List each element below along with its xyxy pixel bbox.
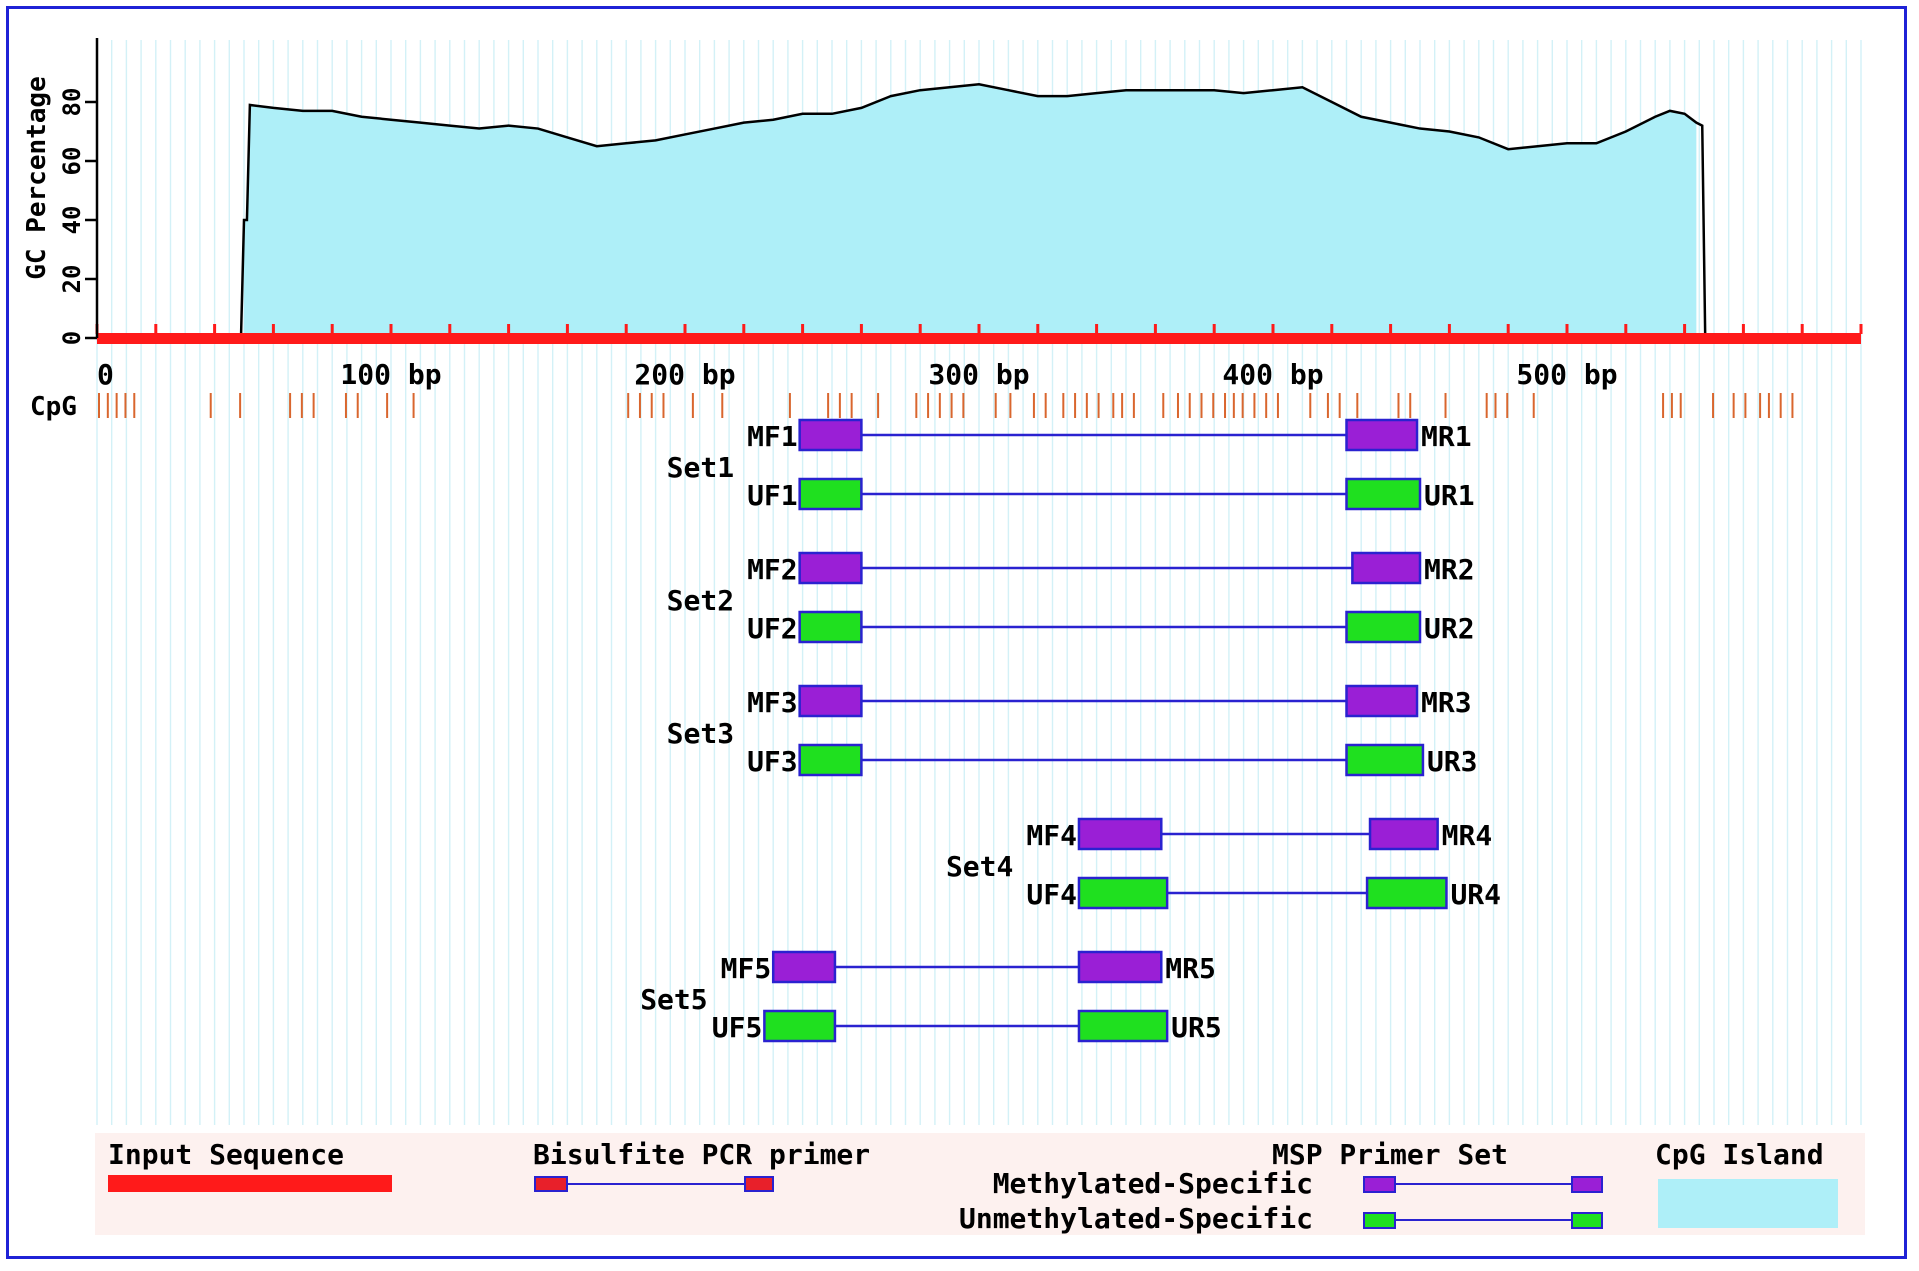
figure-frame: [6, 6, 1907, 1259]
y-tick-label: 0: [58, 331, 86, 345]
primer-sets: MF1 MR1 UF1 UR1 Set1 MF2 MR2 UF2 UR2 Set2 MF3 MR3 UF…: [640, 418, 1501, 1044]
cpg-island-area: [244, 84, 1697, 338]
reverse-primer-label: MR4: [1442, 819, 1493, 852]
y-tick-label: 60: [58, 147, 86, 176]
y-tick-label: 80: [58, 88, 86, 117]
reverse-primer-label: UR1: [1424, 479, 1475, 512]
cpg-track-label: CpG: [30, 392, 77, 422]
primer-set-label: Set5: [640, 983, 707, 1016]
y-tick-label: 40: [58, 206, 86, 235]
gc-percentage-line: [97, 83, 1861, 337]
gc-percentage-plot: [95, 83, 1863, 344]
legend-unmethylated-fwd-swatch: [1363, 1212, 1396, 1229]
x-tick-label: 300 bp: [928, 358, 1029, 391]
reverse-primer-box: [1077, 950, 1163, 984]
x-tick-label: 500 bp: [1516, 358, 1617, 391]
legend-bisulfite-rev-swatch: [744, 1176, 774, 1192]
reverse-primer-box: [1365, 876, 1448, 910]
reverse-primer-label: UR2: [1424, 612, 1475, 645]
forward-primer-label: UF2: [747, 612, 798, 645]
legend-bisulfite-fwd-swatch: [534, 1176, 568, 1192]
forward-primer-label: MF1: [747, 420, 798, 453]
reverse-primer-label: MR5: [1165, 952, 1216, 985]
forward-primer-label: UF3: [747, 745, 798, 778]
x-tick-label: 100 bp: [340, 358, 441, 391]
reverse-primer-box: [1345, 684, 1419, 718]
forward-primer-box: [763, 1009, 837, 1043]
x-tick-label: 0: [97, 358, 114, 391]
input-sequence-bar: [97, 333, 1861, 344]
axes: GC Percentage CpG 0 20 40 60 80 0 100 bp 200 bp…: [22, 38, 1618, 422]
legend-cpg-island-label: CpG Island: [1655, 1138, 1824, 1171]
primer-set-label: Set1: [667, 451, 734, 484]
forward-primer-label: MF4: [1026, 819, 1077, 852]
reverse-primer-box: [1345, 610, 1422, 644]
legend-methylated-fwd-swatch: [1363, 1176, 1396, 1193]
x-tick-label: 400 bp: [1222, 358, 1323, 391]
forward-primer-box: [798, 684, 863, 718]
legend-bisulfite-primer-label: Bisulfite PCR primer: [533, 1138, 870, 1171]
forward-primer-label: UF4: [1026, 878, 1077, 911]
reverse-primer-label: UR4: [1450, 878, 1501, 911]
forward-primer-label: UF5: [712, 1011, 763, 1044]
reverse-primer-label: UR3: [1427, 745, 1478, 778]
forward-primer-box: [798, 743, 863, 777]
reverse-primer-box: [1351, 551, 1422, 585]
reverse-primer-box: [1077, 1009, 1169, 1043]
forward-primer-box: [798, 477, 863, 511]
legend-cpg-island-swatch: [1658, 1179, 1838, 1228]
forward-primer-box: [1077, 876, 1169, 910]
forward-primer-label: MF3: [747, 686, 798, 719]
forward-primer-label: MF2: [747, 553, 798, 586]
forward-primer-box: [771, 950, 837, 984]
forward-primer-label: MF5: [721, 952, 772, 985]
primer-set-label: Set4: [946, 850, 1013, 883]
legend-input-sequence-label: Input Sequence: [108, 1138, 344, 1171]
primer-set-label: Set3: [667, 717, 734, 750]
reverse-primer-box: [1345, 477, 1422, 511]
y-axis-label: GC Percentage: [22, 76, 52, 280]
cpg-site-track: [98, 393, 1794, 418]
reverse-primer-label: MR1: [1421, 420, 1472, 453]
x-tick-label: 200 bp: [634, 358, 735, 391]
y-tick-label: 20: [58, 265, 86, 294]
legend: Input Sequence Bisulfite PCR primer MSP …: [95, 1133, 1865, 1235]
forward-primer-box: [1077, 817, 1163, 851]
forward-primer-box: [798, 418, 863, 452]
reverse-primer-box: [1345, 418, 1419, 452]
forward-primer-box: [798, 551, 863, 585]
legend-methylated-specific-label: Methylated-Specific: [993, 1167, 1313, 1200]
forward-primer-label: UF1: [747, 479, 798, 512]
legend-unmethylated-rev-swatch: [1571, 1212, 1603, 1229]
legend-methylated-rev-swatch: [1571, 1176, 1603, 1193]
legend-msp-primer-set-label: MSP Primer Set: [1272, 1138, 1508, 1171]
forward-primer-box: [798, 610, 863, 644]
legend-unmethylated-specific-label: Unmethylated-Specific: [959, 1202, 1313, 1235]
reverse-primer-box: [1345, 743, 1425, 777]
reverse-primer-box: [1368, 817, 1439, 851]
reverse-primer-label: MR3: [1421, 686, 1472, 719]
legend-input-sequence-swatch: [108, 1175, 392, 1192]
reverse-primer-label: UR5: [1171, 1011, 1222, 1044]
reverse-primer-label: MR2: [1424, 553, 1475, 586]
primer-set-label: Set2: [667, 584, 734, 617]
